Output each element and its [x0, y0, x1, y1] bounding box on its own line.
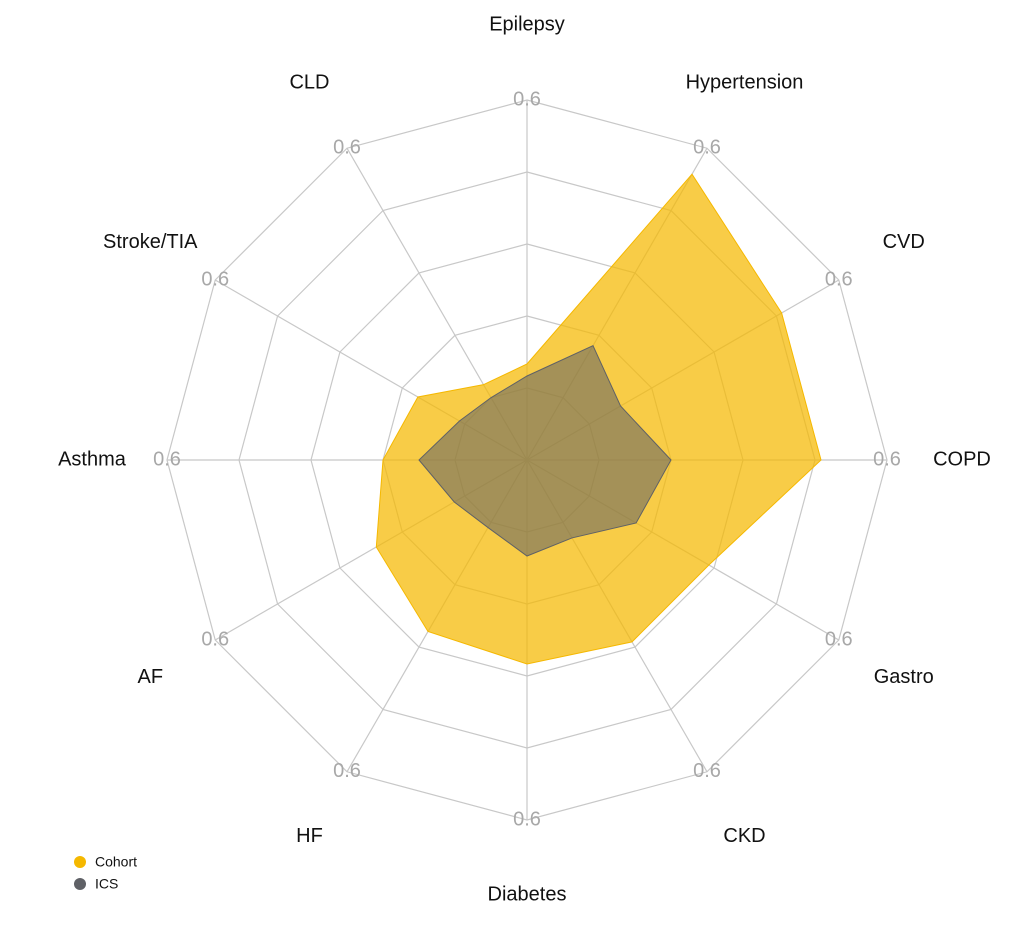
- r-tick-label: 0.6: [153, 448, 181, 470]
- axis-label: Gastro: [874, 666, 934, 688]
- series-area: [418, 345, 672, 557]
- axis-label: AF: [137, 666, 163, 688]
- legend-label: Cohort: [95, 854, 137, 870]
- r-tick-label: 0.6: [201, 268, 229, 290]
- axis-label: Asthma: [58, 448, 127, 470]
- axis-label: CKD: [723, 825, 765, 847]
- axis-label: HF: [296, 825, 323, 847]
- r-tick-label: 0.6: [825, 628, 853, 650]
- axis-label: CLD: [289, 72, 329, 94]
- axis-label: Diabetes: [488, 883, 567, 905]
- r-tick-label: 0.6: [513, 808, 541, 830]
- axis-label: Epilepsy: [489, 13, 565, 35]
- r-tick-label: 0.6: [333, 760, 361, 782]
- legend-marker: [74, 856, 86, 868]
- axis-label: COPD: [933, 448, 991, 470]
- r-tick-label: 0.6: [825, 268, 853, 290]
- axis-label: CVD: [883, 231, 925, 253]
- r-tick-label: 0.6: [693, 760, 721, 782]
- legend-marker: [74, 878, 86, 890]
- r-tick-label: 0.6: [873, 448, 901, 470]
- axis-label: Stroke/TIA: [103, 231, 198, 253]
- legend-label: ICS: [95, 876, 118, 892]
- r-tick-label: 0.6: [693, 137, 721, 159]
- r-tick-label: 0.6: [333, 137, 361, 159]
- axis-label: Hypertension: [686, 72, 804, 94]
- r-tick-label: 0.6: [201, 628, 229, 650]
- r-tick-label: 0.6: [513, 88, 541, 110]
